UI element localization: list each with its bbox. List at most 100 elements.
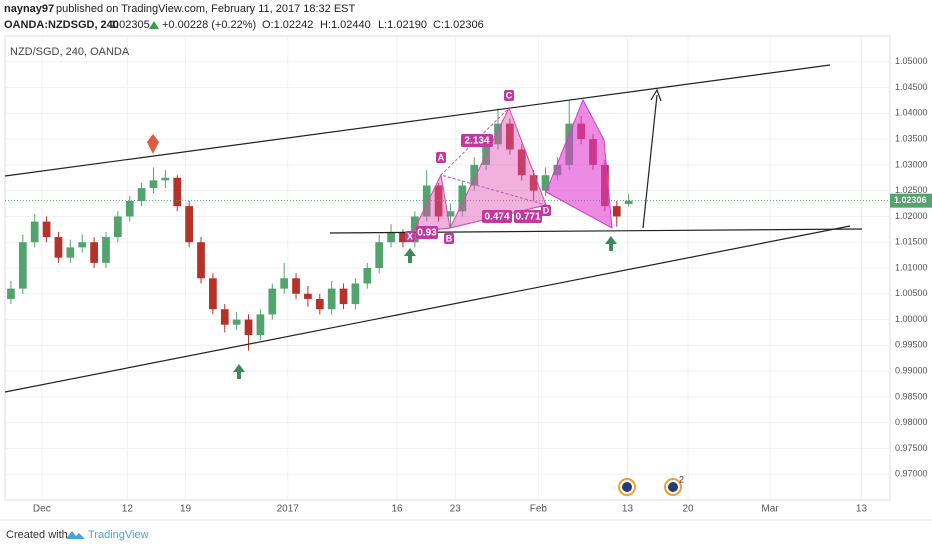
x-tick-label: 2017 [277,504,300,515]
ratio: 0.93 [417,228,437,239]
candle-body [209,278,217,310]
candle-body [399,231,407,243]
lower-trendline [4,225,851,393]
candle-body [185,206,193,243]
last-price-label: 1.02306 [894,195,927,205]
x-tick-label: 23 [450,504,462,515]
y-tick-label: 1.03500 [895,133,928,143]
candle-body [315,298,324,310]
candle-body [529,175,538,191]
candle-body [541,175,550,191]
candle-body [517,149,526,176]
candle-body [327,288,336,310]
event-flag [622,482,632,492]
brand[interactable]: TradingView [88,529,149,541]
price: 1.02305 [110,19,150,31]
label-box [504,90,514,101]
y-tick-label: 1.05000 [895,56,928,66]
candle-body [220,309,229,325]
y-tick-label: 1.03000 [895,159,928,169]
label-box [514,210,542,223]
label-box [482,210,512,223]
y-tick-label: 1.00000 [895,314,928,324]
buy-arrow [233,364,245,379]
candle-body [256,314,265,336]
y-tick-label: 1.02000 [895,211,928,221]
tv-logo [66,531,85,539]
point-a: A [438,152,445,162]
y-tick-label: 1.04500 [895,82,928,92]
event-flag [668,482,678,492]
y-tick-label: 0.99500 [895,340,928,350]
candle-body [161,177,170,181]
point-b: B [446,233,453,243]
label-box [405,231,415,242]
x-tick-label: 13 [622,504,634,515]
candle-body [506,123,514,150]
buy-arrow [404,248,416,263]
candle-body [280,278,289,289]
published: published on TradingView.com, February 1… [56,3,356,15]
candle-body [90,242,98,263]
event-count: 2 [679,474,684,484]
candle-body [339,288,348,305]
candle-body [113,216,122,238]
close: C:1.02306 [433,19,484,31]
candle-body [351,283,360,305]
x-tick-label: 13 [856,504,868,515]
candle-body [125,200,134,217]
y-tick-label: 1.02500 [895,185,928,195]
candle-body [458,185,467,212]
candle-body [232,319,241,325]
label-box [416,226,438,239]
y-tick-label: 0.98500 [895,391,928,401]
candle-body [387,231,395,243]
candle-body [292,278,300,294]
candle-body [78,242,87,248]
candle-body [102,237,110,263]
chart-title: NZD/SGD, 240, OANDA [10,46,130,58]
candle-body [612,206,621,217]
candle-body [173,177,182,207]
candle-body [363,268,372,284]
open: O:1.02242 [262,19,313,31]
buy-arrows [233,236,617,379]
candle-body [197,242,205,279]
label-box [461,134,493,147]
candle-body [7,288,15,299]
y-tick-label: 0.97500 [895,443,928,453]
x-tick-label: 12 [122,504,134,515]
candle-body [375,242,384,268]
candle-body [446,211,455,217]
candle-body [422,185,431,217]
x-tick-label: 20 [682,504,694,515]
point-d: D [543,205,550,215]
candle-body [304,293,312,299]
created-with: Created with [6,529,68,541]
y-tick-label: 0.97000 [895,469,928,479]
candle-body [494,123,502,145]
candle-body [268,288,277,315]
label-box [436,152,446,163]
up-icon [149,21,159,29]
author: naynay97 [4,3,54,15]
high: H:1.02440 [320,19,371,31]
x-tick-label: 16 [391,504,403,515]
candle-body [624,200,633,204]
symbol: OANDA:NZDSGD, 240 [4,19,119,31]
low: L:1.02190 [378,19,427,31]
candle-body [470,164,479,186]
ratio: 0.771 [515,212,540,223]
label-box [541,205,551,216]
buy-arrow [605,236,617,251]
change: +0.00228 (+0.22%) [162,19,256,31]
x-tick-label: 19 [180,504,192,515]
y-tick-label: 1.04000 [895,108,928,118]
y-tick-label: 1.00500 [895,288,928,298]
x-tick-label: Dec [33,504,51,515]
arrow-head [650,88,662,102]
candle-body [149,180,158,189]
candle-body [54,237,63,258]
